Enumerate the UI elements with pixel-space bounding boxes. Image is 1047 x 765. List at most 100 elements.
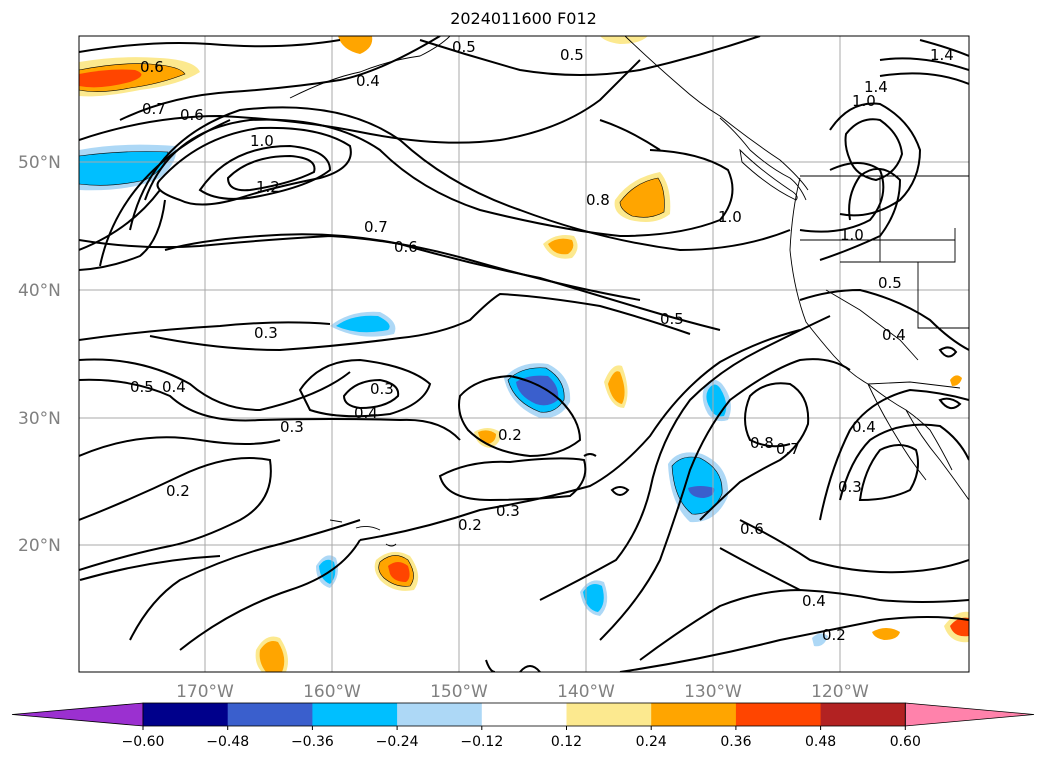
hawaii-3	[385, 543, 397, 547]
contour-label: 0.6	[740, 520, 764, 538]
contour-label: 0.4	[162, 378, 186, 396]
colorbar-segment	[481, 703, 567, 726]
contour-label: 1.0	[852, 92, 876, 110]
contour-label: 1.0	[250, 132, 274, 150]
contour-label: 0.6	[394, 238, 418, 256]
contour-label: 1.0	[718, 208, 742, 226]
vancouver-island	[739, 148, 798, 201]
mexico-border	[867, 381, 961, 389]
contour-label: 0.2	[166, 482, 190, 500]
contours	[79, 36, 969, 672]
shade-orange-e30	[950, 375, 962, 386]
colorbar-tick-label: −0.12	[460, 734, 503, 750]
colorbar-tick-label: −0.60	[122, 734, 165, 750]
map-frame	[78, 35, 970, 673]
lon-label: 150°W	[430, 682, 488, 702]
contour-label: 1.0	[840, 226, 864, 244]
shade-blue-14n	[812, 633, 828, 647]
contour-label: 0.3	[370, 380, 394, 398]
bc-coast	[719, 117, 807, 201]
contour-label: 1.4	[930, 46, 954, 64]
shade-orange-se1	[872, 628, 900, 640]
colorbar-tick-label: 0.12	[551, 734, 582, 750]
shade-red-18n	[388, 562, 410, 582]
contour-label: 0.2	[498, 426, 522, 444]
lat-label: 40°N	[18, 281, 61, 301]
colorbar-tick-label: 0.60	[890, 734, 921, 750]
shade-cyan-25n	[672, 457, 723, 515]
colorbar-segment	[143, 703, 229, 726]
hawaii-1	[329, 519, 343, 523]
colorbar-tick-label: −0.36	[291, 734, 334, 750]
map-title: 2024011600 F012	[450, 9, 597, 28]
contour-label: 0.7	[776, 440, 800, 458]
contour-label: 0.4	[354, 404, 378, 422]
alaska-panhandle	[624, 36, 809, 191]
contour-label: 0.6	[140, 58, 164, 76]
lat-label: 50°N	[18, 153, 61, 173]
shade-cyan-15n	[583, 584, 604, 612]
contour-label: 0.7	[364, 218, 388, 236]
contour-label: 0.4	[852, 418, 876, 436]
contour-label: 0.5	[878, 274, 902, 292]
lat-label: 20°N	[18, 536, 61, 556]
lat-label: 30°N	[18, 409, 61, 429]
latitude-labels: 50°N 40°N 30°N 20°N	[18, 153, 61, 556]
colorbar-extend-high	[904, 702, 1035, 727]
colorbar-segment	[566, 703, 652, 726]
hawaii-2	[355, 525, 381, 531]
colorbar-outline	[142, 702, 906, 727]
shade-orange-44n-in	[548, 238, 574, 255]
contour-label: 0.6	[180, 106, 204, 124]
contour-label: 0.3	[838, 478, 862, 496]
shade-orange-top2	[600, 36, 648, 44]
shade-red-se2	[950, 617, 969, 637]
contour-label: 0.3	[254, 324, 278, 342]
shade-royal-32n	[516, 375, 559, 406]
lon-label: 140°W	[557, 682, 615, 702]
colorbar-tick-label: −0.48	[206, 734, 249, 750]
shade-orange-33n-in	[608, 371, 625, 404]
shade-deepred-nw	[79, 69, 142, 88]
contour-labels: 0.6 0.7 0.6 1.0 1.2 0.4 0.5 0.5 0.8 1.0 …	[130, 38, 954, 644]
contour-label: 1.2	[256, 178, 280, 196]
contour-label: 0.7	[142, 100, 166, 118]
contour-label: 0.5	[130, 378, 154, 396]
colorbar-segment	[312, 703, 398, 726]
colorbar-tick-label: −0.24	[376, 734, 419, 750]
colorbar-segment	[735, 703, 822, 726]
contour-label: 0.4	[356, 72, 380, 90]
contour-label: 0.5	[560, 46, 584, 64]
lon-label: 160°W	[303, 682, 361, 702]
contour-label: 0.5	[660, 310, 684, 328]
colorbar-segment	[397, 703, 483, 726]
lon-label: 130°W	[684, 682, 742, 702]
shade-cyan-37n	[336, 315, 390, 333]
contour-label: 0.4	[882, 326, 906, 344]
shade-royal-25n	[688, 486, 715, 498]
colorbar: −0.60 −0.48 −0.36 −0.24 −0.12 0.12 0.24 0.36 0.4…	[11, 702, 1035, 750]
state-line-2	[840, 228, 956, 263]
colorbar-tick-label: 0.24	[636, 734, 667, 750]
contour-label: 0.3	[496, 502, 520, 520]
colorbar-tick-label: 0.36	[720, 734, 751, 750]
colorbar-tick-label: 0.48	[805, 734, 836, 750]
shade-cyan-19n	[319, 559, 336, 584]
contour-label: 0.5	[452, 38, 476, 56]
colorbar-extend-low	[11, 702, 144, 727]
shade-cyan-31n	[706, 384, 727, 417]
shade-outlines	[79, 63, 723, 587]
shade-orange-top	[338, 36, 373, 54]
map-panel: 0.6 0.7 0.6 1.0 1.2 0.4 0.5 0.5 0.8 1.0 …	[79, 36, 969, 672]
contour-label: 0.3	[280, 418, 304, 436]
colorbar-segment	[820, 703, 906, 726]
colorbar-segment	[651, 703, 737, 726]
shade-orange-11n-in	[259, 641, 285, 672]
contour-label: 0.4	[802, 592, 826, 610]
colorbar-segment	[227, 703, 313, 726]
contour-label: 1.4	[864, 78, 888, 96]
state-line-4	[917, 262, 969, 329]
lon-label: 120°W	[811, 682, 869, 702]
state-line-5	[825, 289, 919, 361]
